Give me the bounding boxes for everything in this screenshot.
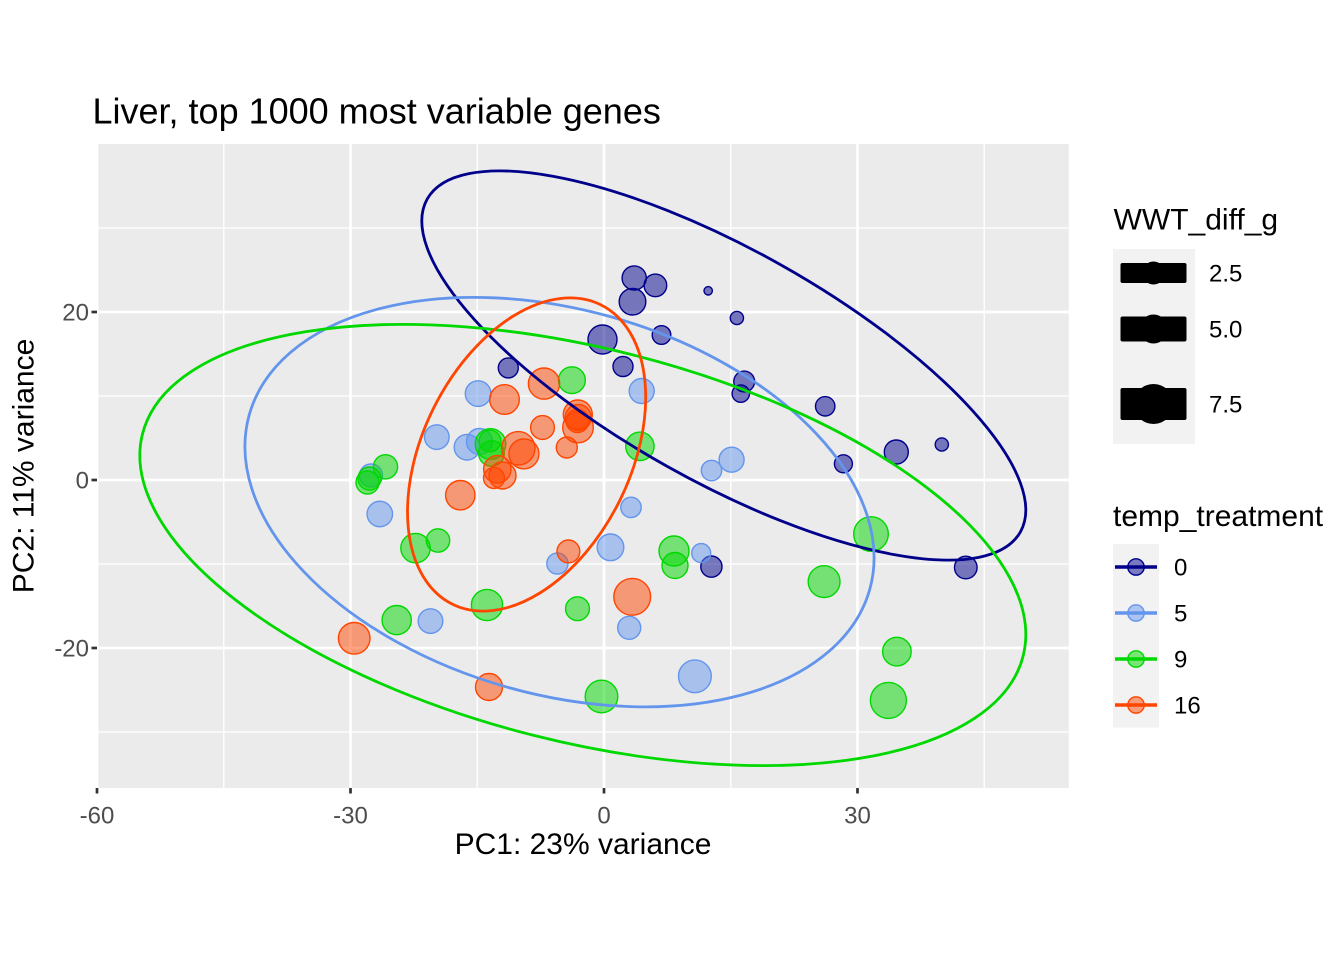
svg-text:-60: -60 [80,803,115,830]
svg-text:0: 0 [1174,554,1187,581]
svg-text:16: 16 [1174,692,1201,719]
svg-text:9: 9 [1174,646,1187,673]
svg-text:Liver, top 1000 most variable: Liver, top 1000 most variable genes [93,91,661,132]
svg-text:PC2: 11% variance: PC2: 11% variance [8,339,41,594]
svg-text:0: 0 [76,467,89,494]
svg-text:7.5: 7.5 [1209,392,1242,419]
svg-text:-30: -30 [333,803,368,830]
svg-text:20: 20 [62,299,89,326]
svg-text:5: 5 [1174,600,1187,627]
svg-text:30: 30 [844,803,871,830]
svg-text:2.5: 2.5 [1209,261,1242,288]
svg-text:0: 0 [597,803,610,830]
svg-text:WWT_diff_g: WWT_diff_g [1114,204,1279,237]
svg-text:-20: -20 [54,635,89,662]
svg-text:temp_treatment: temp_treatment [1113,500,1324,533]
svg-text:5.0: 5.0 [1209,317,1242,344]
svg-text:PC1: 23% variance: PC1: 23% variance [455,828,712,861]
